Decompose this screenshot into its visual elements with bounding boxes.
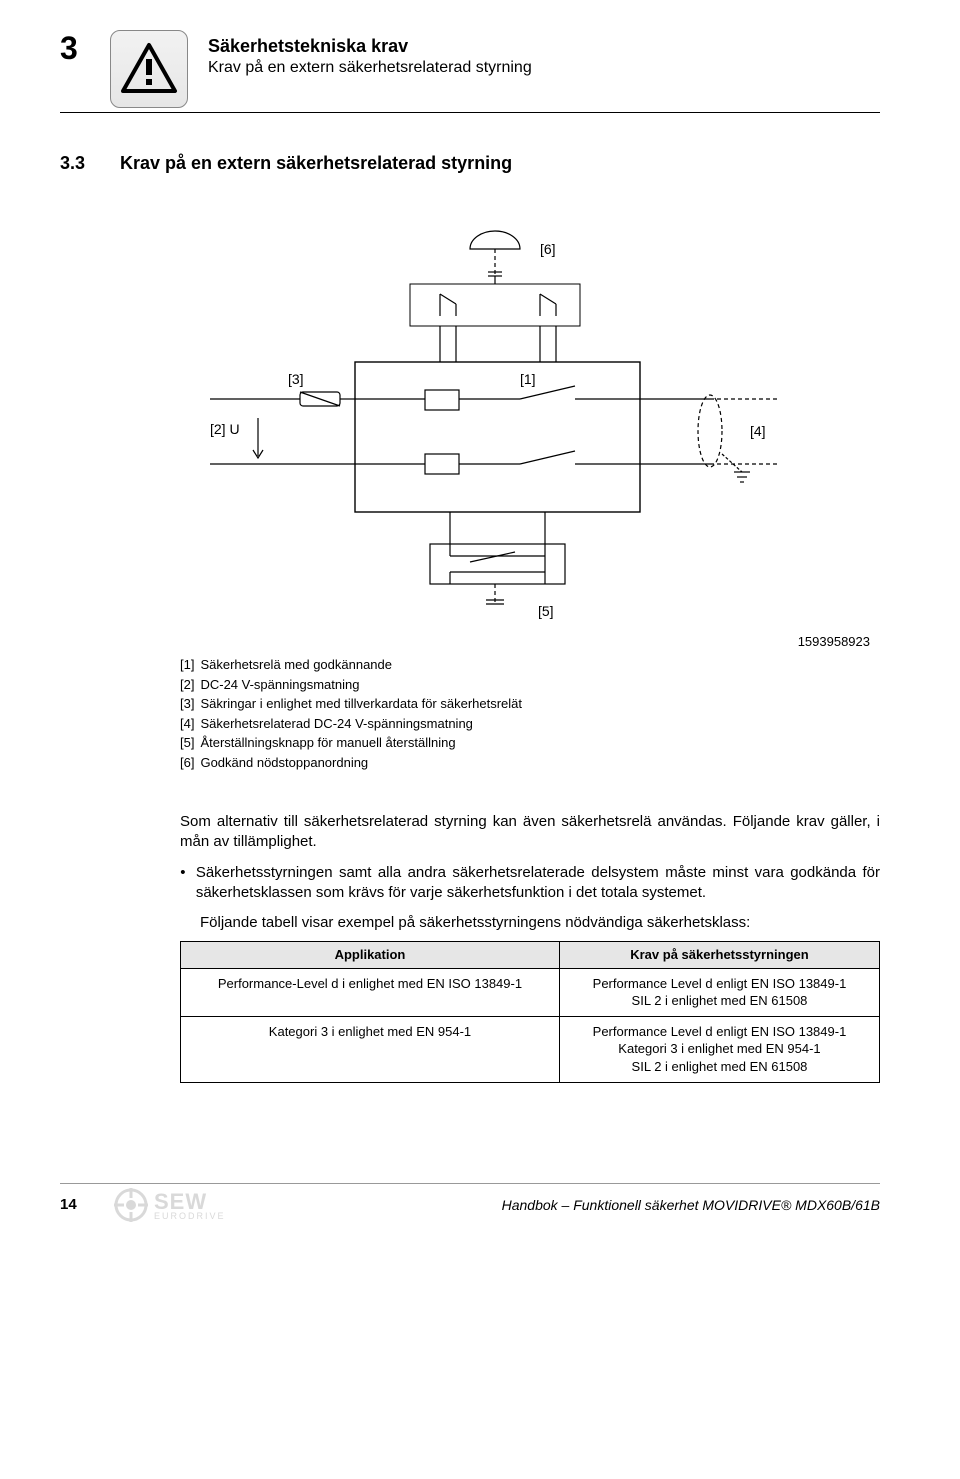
legend-val: Säkerhetsrelä med godkännande	[200, 655, 392, 675]
header-title: Säkerhetstekniska krav	[208, 36, 532, 57]
table-header: Krav på säkerhetsstyrningen	[559, 942, 879, 969]
legend-key: [6]	[180, 753, 194, 773]
diagram-label-6: [6]	[540, 241, 556, 257]
diagram-label-5: [5]	[538, 603, 554, 619]
header-rule	[60, 112, 880, 113]
page-header: 3 Säkerhetstekniska krav Krav på en exte…	[60, 30, 880, 108]
table-cell: Performance Level d enligt EN ISO 13849-…	[559, 968, 879, 1016]
legend-key: [1]	[180, 655, 194, 675]
legend-val: Godkänd nödstoppanordning	[200, 753, 368, 773]
section-heading: 3.3 Krav på en extern säkerhetsrelaterad…	[60, 153, 880, 174]
legend-key: [4]	[180, 714, 194, 734]
brand-sub: EURODRIVE	[154, 1211, 226, 1221]
legend-val: Säkringar i enlighet med tillverkardata …	[200, 694, 522, 714]
legend-key: [3]	[180, 694, 194, 714]
page-footer: 14 SEW EURODRIVE Handbok – Funktionell s…	[60, 1183, 880, 1222]
bullet-icon: •	[180, 863, 186, 904]
bullet-text: Säkerhetsstyrningen samt alla andra säke…	[196, 863, 880, 904]
legend-val: Säkerhetsrelaterad DC-24 V-spänningsmatn…	[200, 714, 472, 734]
diagram-label-3: [3]	[288, 371, 304, 387]
diagram-label-4: [4]	[750, 423, 766, 439]
table-cell: Performance Level d enligt EN ISO 13849-…	[559, 1016, 879, 1082]
warning-icon	[110, 30, 188, 108]
requirements-table: Applikation Krav på säkerhetsstyrningen …	[180, 941, 880, 1082]
section-title: Krav på en extern säkerhetsrelaterad sty…	[120, 153, 512, 174]
footer-doc-title: Handbok – Funktionell säkerhet MOVIDRIVE…	[502, 1197, 880, 1213]
section-number: 3.3	[60, 153, 120, 174]
circuit-diagram: [6] [3] [1]	[60, 204, 880, 624]
table-cell: Kategori 3 i enlighet med EN 954-1	[181, 1016, 560, 1082]
figure-id: 1593958923	[798, 634, 870, 649]
page-number: 14	[60, 1196, 100, 1213]
brand-logo: SEW EURODRIVE	[114, 1188, 226, 1222]
figure-legend: [1] Säkerhetsrelä med godkännande [2] DC-2…	[180, 655, 880, 772]
legend-key: [2]	[180, 675, 194, 695]
table-header: Applikation	[181, 942, 560, 969]
paragraph: Som alternativ till säkerhetsrelaterad s…	[180, 812, 880, 853]
table-row: Kategori 3 i enlighet med EN 954-1 Perfo…	[181, 1016, 880, 1082]
legend-val: DC-24 V-spänningsmatning	[200, 675, 359, 695]
table-cell: Performance-Level d i enlighet med EN IS…	[181, 968, 560, 1016]
body-text: Som alternativ till säkerhetsrelaterad s…	[180, 812, 880, 1083]
header-subtitle: Krav på en extern säkerhetsrelaterad sty…	[208, 59, 532, 77]
table-row: Performance-Level d i enlighet med EN IS…	[181, 968, 880, 1016]
table-intro: Följande tabell visar exempel på säkerhe…	[180, 913, 880, 933]
legend-val: Återställningsknapp för manuell återstäl…	[200, 733, 455, 753]
chapter-number: 3	[60, 30, 90, 67]
diagram-label-1: [1]	[520, 371, 536, 387]
diagram-label-2: [2] U	[210, 421, 240, 437]
legend-key: [5]	[180, 733, 194, 753]
